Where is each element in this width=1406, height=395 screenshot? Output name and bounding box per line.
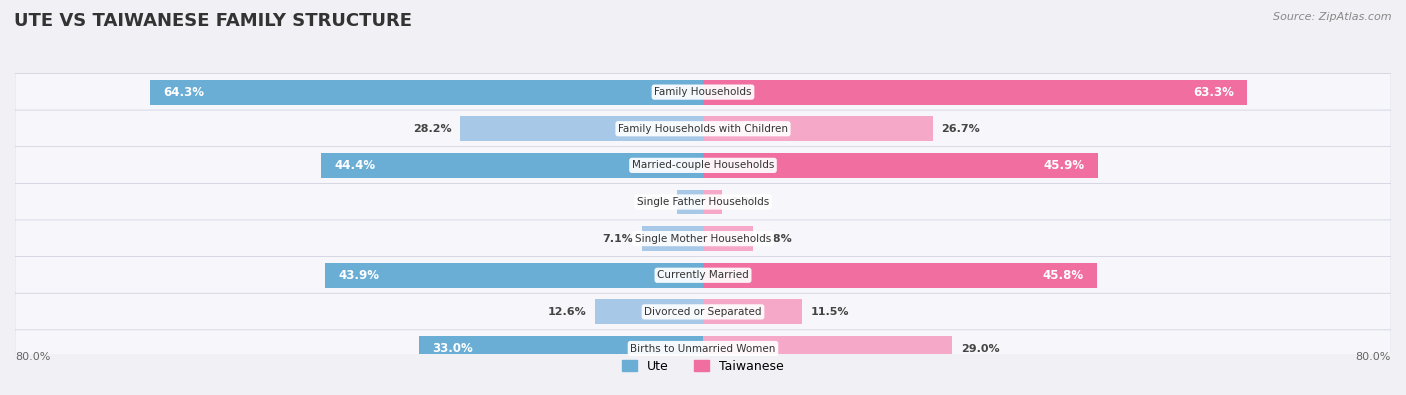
Text: Divorced or Separated: Divorced or Separated: [644, 307, 762, 317]
Text: 44.4%: 44.4%: [335, 159, 375, 172]
Text: 2.2%: 2.2%: [731, 197, 762, 207]
Text: 43.9%: 43.9%: [339, 269, 380, 282]
Text: Family Households: Family Households: [654, 87, 752, 97]
FancyBboxPatch shape: [15, 330, 1391, 367]
FancyBboxPatch shape: [15, 257, 1391, 294]
FancyBboxPatch shape: [15, 73, 1391, 111]
Bar: [461, 116, 703, 141]
Text: 12.6%: 12.6%: [547, 307, 586, 317]
Text: Currently Married: Currently Married: [657, 270, 749, 280]
Bar: [703, 336, 952, 361]
FancyBboxPatch shape: [15, 147, 1391, 184]
Text: 64.3%: 64.3%: [163, 86, 204, 99]
Bar: [703, 116, 932, 141]
Bar: [703, 153, 1098, 178]
Text: Births to Unmarried Women: Births to Unmarried Women: [630, 344, 776, 354]
Bar: [703, 80, 1247, 105]
Bar: [703, 263, 1097, 288]
Text: 33.0%: 33.0%: [432, 342, 472, 355]
Text: 28.2%: 28.2%: [413, 124, 451, 134]
FancyBboxPatch shape: [15, 183, 1391, 221]
Text: 80.0%: 80.0%: [1355, 352, 1391, 362]
Text: 3.0%: 3.0%: [638, 197, 669, 207]
Text: UTE VS TAIWANESE FAMILY STRUCTURE: UTE VS TAIWANESE FAMILY STRUCTURE: [14, 12, 412, 30]
Bar: [703, 190, 721, 214]
Text: 26.7%: 26.7%: [941, 124, 980, 134]
Bar: [595, 299, 703, 324]
FancyBboxPatch shape: [15, 293, 1391, 331]
Text: 7.1%: 7.1%: [602, 233, 633, 244]
Bar: [703, 299, 801, 324]
Text: 5.8%: 5.8%: [762, 233, 792, 244]
Text: 29.0%: 29.0%: [960, 344, 1000, 354]
Text: Source: ZipAtlas.com: Source: ZipAtlas.com: [1274, 12, 1392, 22]
Bar: [321, 153, 703, 178]
Text: 45.9%: 45.9%: [1043, 159, 1085, 172]
Text: Family Households with Children: Family Households with Children: [619, 124, 787, 134]
Bar: [643, 226, 703, 251]
Bar: [703, 226, 752, 251]
Bar: [419, 336, 703, 361]
FancyBboxPatch shape: [15, 220, 1391, 257]
Text: Married-couple Households: Married-couple Households: [631, 160, 775, 170]
Text: 45.8%: 45.8%: [1043, 269, 1084, 282]
Bar: [678, 190, 703, 214]
Text: Single Mother Households: Single Mother Households: [636, 233, 770, 244]
Text: 11.5%: 11.5%: [810, 307, 849, 317]
FancyBboxPatch shape: [15, 110, 1391, 147]
Bar: [150, 80, 703, 105]
Text: 63.3%: 63.3%: [1194, 86, 1234, 99]
Legend: Ute, Taiwanese: Ute, Taiwanese: [623, 360, 783, 372]
Bar: [325, 263, 703, 288]
Text: Single Father Households: Single Father Households: [637, 197, 769, 207]
Text: 80.0%: 80.0%: [15, 352, 51, 362]
